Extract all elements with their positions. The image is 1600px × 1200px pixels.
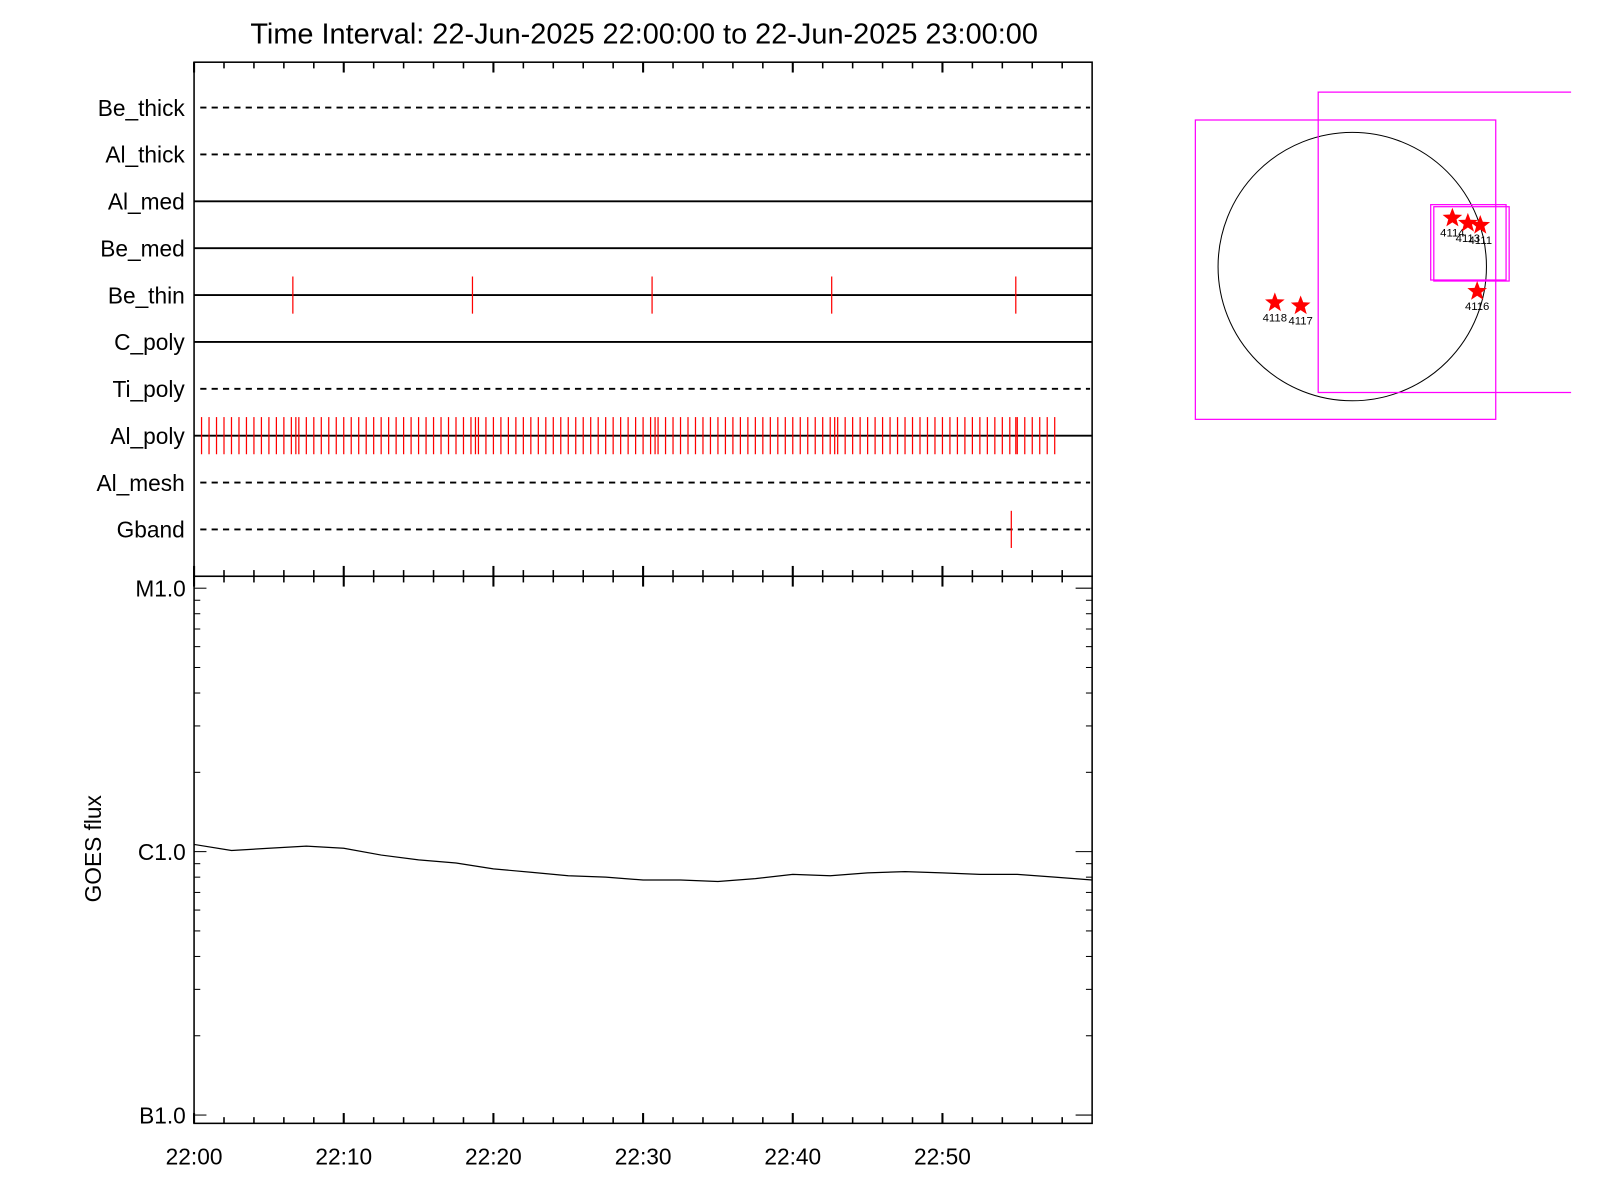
filter-label: Be_med <box>100 235 185 261</box>
region-label: 4114 <box>1440 228 1464 240</box>
region-star <box>1290 295 1311 315</box>
region-star <box>1265 292 1285 312</box>
y-tick-label: M1.0 <box>135 575 185 601</box>
filter-label: Ti_poly <box>112 376 185 402</box>
filter-label: Al_poly <box>110 423 185 449</box>
fov-box <box>1433 206 1510 282</box>
y-tick-label: C1.0 <box>138 839 186 865</box>
x-tick-label: 22:30 <box>615 1144 672 1170</box>
fov-box <box>1430 204 1507 281</box>
y-tick-label: B1.0 <box>139 1102 186 1128</box>
x-tick-label: 22:00 <box>166 1144 223 1170</box>
filter-label: Be_thick <box>98 95 186 121</box>
filter-label: Be_thin <box>108 282 185 308</box>
filter-label: C_poly <box>114 329 185 355</box>
filter-label: Gband <box>117 517 185 543</box>
filter-label: Al_thick <box>105 142 185 168</box>
x-tick-label: 22:20 <box>465 1144 522 1170</box>
event-panel-frame <box>193 61 1093 578</box>
region-label: 4118 <box>1263 312 1287 324</box>
fov-box <box>1194 119 1497 420</box>
region-label: 4117 <box>1288 315 1312 327</box>
region-star <box>1458 212 1478 232</box>
x-tick-label: 22:40 <box>764 1144 821 1170</box>
fov-box <box>1317 91 1572 394</box>
x-tick-label: 22:10 <box>315 1144 372 1170</box>
filter-label: Al_med <box>108 189 185 215</box>
region-label: 4111 <box>1468 235 1492 247</box>
region-label: 4116 <box>1465 301 1489 313</box>
region-label: 4113 <box>1456 233 1480 245</box>
goes-curve <box>193 843 1093 883</box>
y-axis-label: GOES flux <box>80 795 106 903</box>
goes-panel-frame <box>193 575 1093 1125</box>
filter-label: Al_mesh <box>96 470 184 496</box>
region-star <box>1470 214 1491 234</box>
x-tick-label: 22:50 <box>914 1144 971 1170</box>
region-star <box>1442 207 1463 227</box>
chart-title: Time Interval: 22-Jun-2025 22:00:00 to 2… <box>250 19 1038 51</box>
solar-disk <box>1217 131 1487 402</box>
region-star <box>1467 281 1487 300</box>
